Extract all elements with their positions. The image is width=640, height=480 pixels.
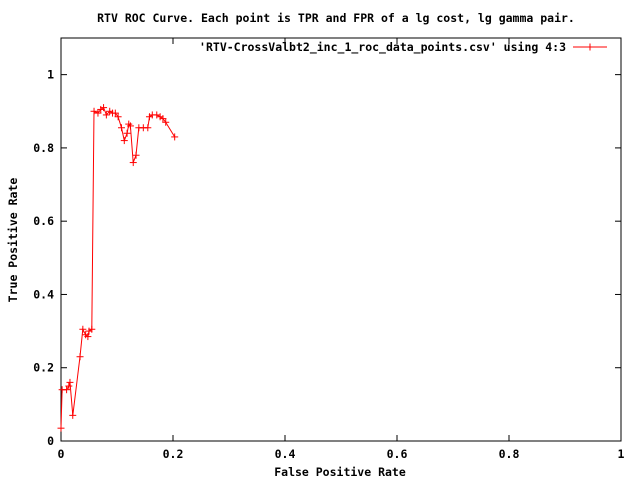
y-tick-label: 1 (47, 68, 54, 82)
x-axis-ticks: 0 0.2 0.4 0.6 0.8 1 (58, 38, 625, 461)
x-axis-label: False Positive Rate (274, 465, 406, 479)
y-tick-label: 0.4 (33, 287, 54, 301)
data-point (84, 333, 92, 341)
data-point (66, 378, 74, 386)
data-point (144, 124, 152, 132)
y-tick-label: 0 (47, 434, 54, 448)
x-tick-label: 0.2 (163, 447, 184, 461)
data-point (79, 325, 87, 333)
data-point (88, 325, 96, 333)
data-point (102, 111, 110, 119)
y-tick-label: 0.2 (33, 361, 54, 375)
data-point (171, 133, 179, 141)
data-point (100, 104, 108, 112)
data-point (76, 353, 84, 361)
data-point (94, 109, 102, 117)
x-tick-label: 0.8 (499, 447, 520, 461)
data-point (132, 151, 140, 159)
x-tick-label: 1 (618, 447, 625, 461)
data-point (125, 120, 133, 128)
x-tick-label: 0.6 (387, 447, 408, 461)
data-point (114, 113, 122, 121)
data-point (120, 137, 128, 145)
x-tick-label: 0.4 (275, 447, 296, 461)
data-point (123, 129, 131, 137)
y-tick-label: 0.8 (33, 141, 54, 155)
data-point (162, 118, 170, 126)
y-tick-label: 0.6 (33, 214, 54, 228)
chart-title: RTV ROC Curve. Each point is TPR and FPR… (97, 11, 575, 25)
data-point (117, 124, 125, 132)
data-point (129, 159, 137, 167)
data-point (159, 115, 167, 123)
series-group (57, 104, 179, 432)
plot-area-border (60, 37, 622, 442)
legend-label-series-1: 'RTV-CrossValbt2_inc_1_roc_data_points.c… (199, 40, 566, 55)
data-point (90, 107, 98, 115)
y-axis-ticks: 0 0.2 0.4 0.6 0.8 1 (33, 68, 621, 448)
legend-marker-series-1 (586, 43, 594, 51)
data-point (63, 386, 71, 394)
data-point (57, 424, 65, 432)
data-point (65, 382, 73, 390)
x-tick-label: 0 (58, 447, 65, 461)
data-point (153, 111, 161, 119)
data-point (111, 109, 119, 117)
data-point (69, 411, 77, 419)
y-axis-label: True Positive Rate (6, 178, 20, 303)
legend: 'RTV-CrossValbt2_inc_1_roc_data_points.c… (199, 40, 607, 55)
data-point (126, 122, 134, 130)
